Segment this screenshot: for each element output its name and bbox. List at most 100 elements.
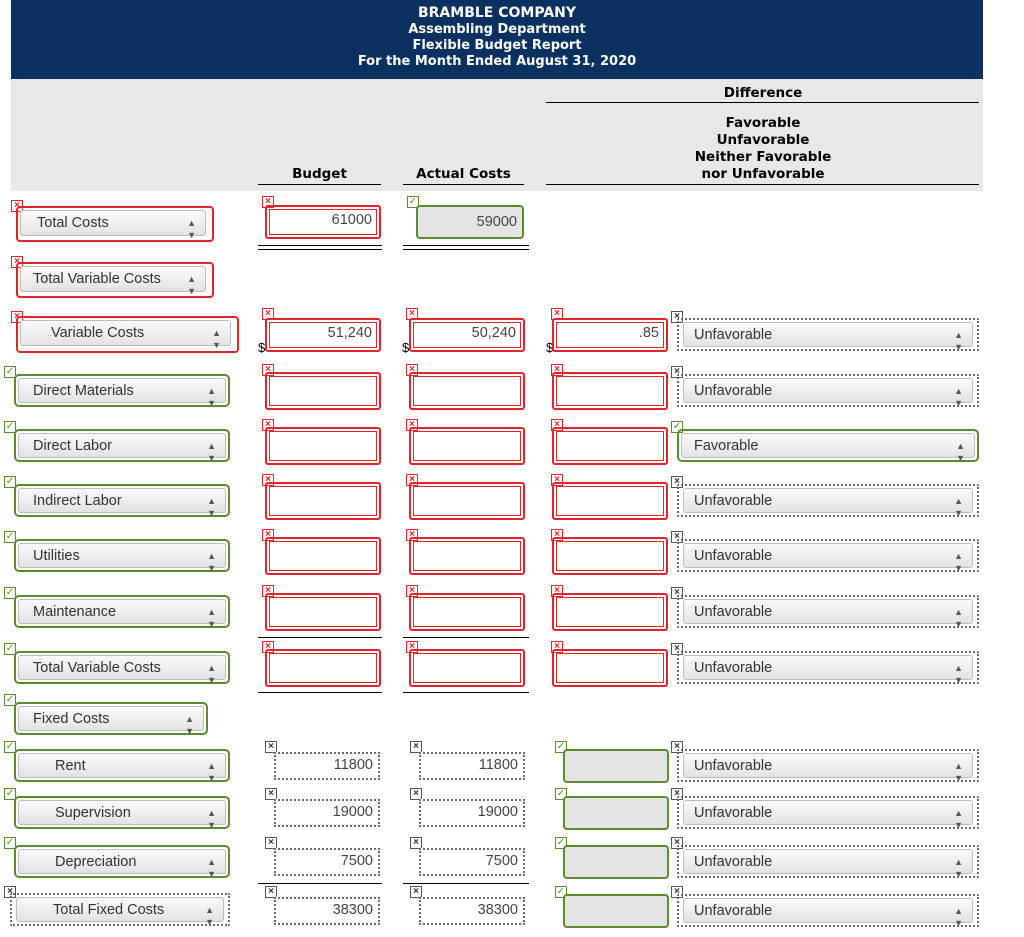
- rent-actual-input[interactable]: 11800: [419, 752, 525, 780]
- supervision-fav-wrap: Unfavorable ▲ ▼: [677, 796, 979, 830]
- direct-materials-fav-select[interactable]: Unfavorable ▲ ▼: [683, 378, 973, 408]
- utilities-fav-select[interactable]: Unfavorable ▲ ▼: [683, 543, 973, 573]
- input-value: [413, 597, 521, 627]
- rent-diff-input[interactable]: [563, 749, 669, 783]
- variable-costs-budget-input[interactable]: 51,240: [265, 318, 381, 352]
- direct-labor-budget-input[interactable]: [265, 427, 381, 465]
- select-value: Unfavorable: [694, 604, 773, 620]
- select-value: Unfavorable: [694, 758, 773, 774]
- indirect-labor-diff-input[interactable]: [552, 482, 668, 520]
- supervision-actual-input[interactable]: 19000: [419, 799, 525, 827]
- unanswered-mark-icon: ×: [265, 886, 277, 898]
- variable-costs-diff-input[interactable]: .85: [552, 318, 668, 352]
- total-variable-select[interactable]: Total Variable Costs ▲ ▼: [18, 655, 226, 685]
- total-costs-budget-input[interactable]: 61000: [265, 205, 381, 239]
- supervision-budget-input[interactable]: 19000: [274, 799, 380, 827]
- maintenance-budget-input[interactable]: [265, 593, 381, 631]
- total-variable-fav-wrap: Unfavorable ▲ ▼: [677, 651, 979, 685]
- direct-labor-fav-select[interactable]: Favorable ▲ ▼: [681, 433, 975, 463]
- total-fixed-actual-input[interactable]: 38300: [419, 897, 525, 925]
- fixed-costs-select[interactable]: Fixed Costs ▲ ▼: [18, 706, 204, 736]
- input-value: .85: [556, 322, 664, 348]
- utilities-budget-input[interactable]: [265, 537, 381, 575]
- column-header-band: [11, 79, 983, 191]
- utilities-select[interactable]: Utilities ▲ ▼: [18, 543, 226, 573]
- total-costs-actual-input[interactable]: 59000: [416, 205, 524, 239]
- variable-costs-actual-input[interactable]: 50,240: [409, 318, 525, 352]
- input-value: [413, 541, 521, 571]
- select-value: Unfavorable: [694, 383, 773, 399]
- maintenance-diff-input[interactable]: [552, 593, 668, 631]
- utilities-diff-input[interactable]: [552, 537, 668, 575]
- updown-arrows-icon: ▲ ▼: [954, 663, 963, 685]
- utilities-actual-input[interactable]: [409, 537, 525, 575]
- indirect-labor-budget-input[interactable]: [265, 482, 381, 520]
- updown-arrows-icon: ▲ ▼: [954, 607, 963, 629]
- depreciation-actual-input[interactable]: 7500: [419, 848, 525, 876]
- updown-arrows-icon: ▲ ▼: [207, 808, 216, 830]
- supervision-fav-select[interactable]: Unfavorable ▲ ▼: [683, 800, 973, 830]
- report-name: Flexible Budget Report: [412, 38, 582, 53]
- fav-option-neither: Neither Favorable: [694, 149, 832, 165]
- total-fixed-diff-input[interactable]: [563, 894, 669, 928]
- updown-arrows-icon: ▲ ▼: [207, 607, 216, 629]
- direct-materials-select[interactable]: Direct Materials ▲ ▼: [18, 378, 226, 408]
- unanswered-mark-icon: ×: [265, 741, 277, 753]
- input-value: 59000: [476, 214, 517, 230]
- updown-arrows-icon: ▲ ▼: [207, 386, 216, 408]
- subtotal-underline: [403, 637, 529, 638]
- direct-materials-diff-input[interactable]: [552, 372, 668, 410]
- direct-labor-fav-wrap: Favorable ▲ ▼: [677, 429, 979, 463]
- total-variable-header-select[interactable]: Total Variable Costs ▲ ▼: [20, 266, 206, 296]
- maintenance-actual-input[interactable]: [409, 593, 525, 631]
- depreciation-budget-input[interactable]: 7500: [274, 848, 380, 876]
- input-value: [556, 431, 664, 461]
- supervision-select[interactable]: Supervision ▲ ▼: [18, 800, 226, 830]
- input-value: [269, 653, 377, 683]
- direct-labor-diff-input[interactable]: [552, 427, 668, 465]
- total-variable-fav-select[interactable]: Unfavorable ▲ ▼: [683, 655, 973, 685]
- variable-costs-select[interactable]: Variable Costs ▲ ▼: [20, 320, 231, 350]
- total-fixed-fav-select[interactable]: Unfavorable ▲ ▼: [683, 898, 973, 928]
- dollar-sign: $: [402, 340, 410, 355]
- fav-option-nor: nor Unfavorable: [701, 166, 825, 182]
- input-value: [269, 376, 377, 406]
- maintenance-fav-select[interactable]: Unfavorable ▲ ▼: [683, 599, 973, 629]
- dollar-sign: $: [546, 340, 554, 355]
- direct-labor-select[interactable]: Direct Labor ▲ ▼: [18, 433, 226, 463]
- indirect-labor-actual-input[interactable]: [409, 482, 525, 520]
- depreciation-select[interactable]: Depreciation ▲ ▼: [18, 849, 226, 879]
- total-fixed-select-wrap: Total Fixed Costs ▲ ▼: [10, 893, 230, 927]
- direct-materials-actual-input[interactable]: [409, 372, 525, 410]
- unanswered-mark-icon: ×: [410, 886, 422, 898]
- direct-materials-budget-input[interactable]: [265, 372, 381, 410]
- utilities-fav-wrap: Unfavorable ▲ ▼: [677, 539, 979, 573]
- correct-mark-icon: ✓: [4, 421, 16, 433]
- indirect-labor-select[interactable]: Indirect Labor ▲ ▼: [18, 488, 226, 518]
- depreciation-diff-input[interactable]: [563, 845, 669, 879]
- total-variable-diff-input[interactable]: [552, 649, 668, 687]
- correct-mark-icon: ✓: [4, 837, 16, 849]
- unanswered-mark-icon: ×: [265, 788, 277, 800]
- total-fixed-select[interactable]: Total Fixed Costs ▲ ▼: [16, 897, 224, 927]
- rent-fav-select[interactable]: Unfavorable ▲ ▼: [683, 753, 973, 783]
- total-fixed-budget-input[interactable]: 38300: [274, 897, 380, 925]
- rent-fav-wrap: Unfavorable ▲ ▼: [677, 749, 979, 783]
- rent-select[interactable]: Rent ▲ ▼: [18, 753, 226, 783]
- rent-budget-input[interactable]: 11800: [274, 752, 380, 780]
- direct-labor-select-wrap: Direct Labor ▲ ▼: [14, 429, 230, 463]
- direct-labor-actual-input[interactable]: [409, 427, 525, 465]
- supervision-diff-input[interactable]: [563, 796, 669, 830]
- total-variable-actual-input[interactable]: [409, 649, 525, 687]
- updown-arrows-icon: ▲ ▼: [205, 905, 214, 927]
- total-variable-budget-input[interactable]: [265, 649, 381, 687]
- total-costs-select[interactable]: Total Costs ▲ ▼: [20, 210, 206, 240]
- variable-costs-fav-select[interactable]: Unfavorable ▲ ▼: [683, 322, 973, 352]
- indirect-labor-fav-select[interactable]: Unfavorable ▲ ▼: [683, 488, 973, 518]
- updown-arrows-icon: ▲ ▼: [187, 274, 196, 296]
- maintenance-select[interactable]: Maintenance ▲ ▼: [18, 599, 226, 629]
- updown-arrows-icon: ▲ ▼: [954, 551, 963, 573]
- total-underline: [403, 692, 529, 693]
- depreciation-fav-select[interactable]: Unfavorable ▲ ▼: [683, 849, 973, 879]
- input-value: 7500: [485, 853, 518, 869]
